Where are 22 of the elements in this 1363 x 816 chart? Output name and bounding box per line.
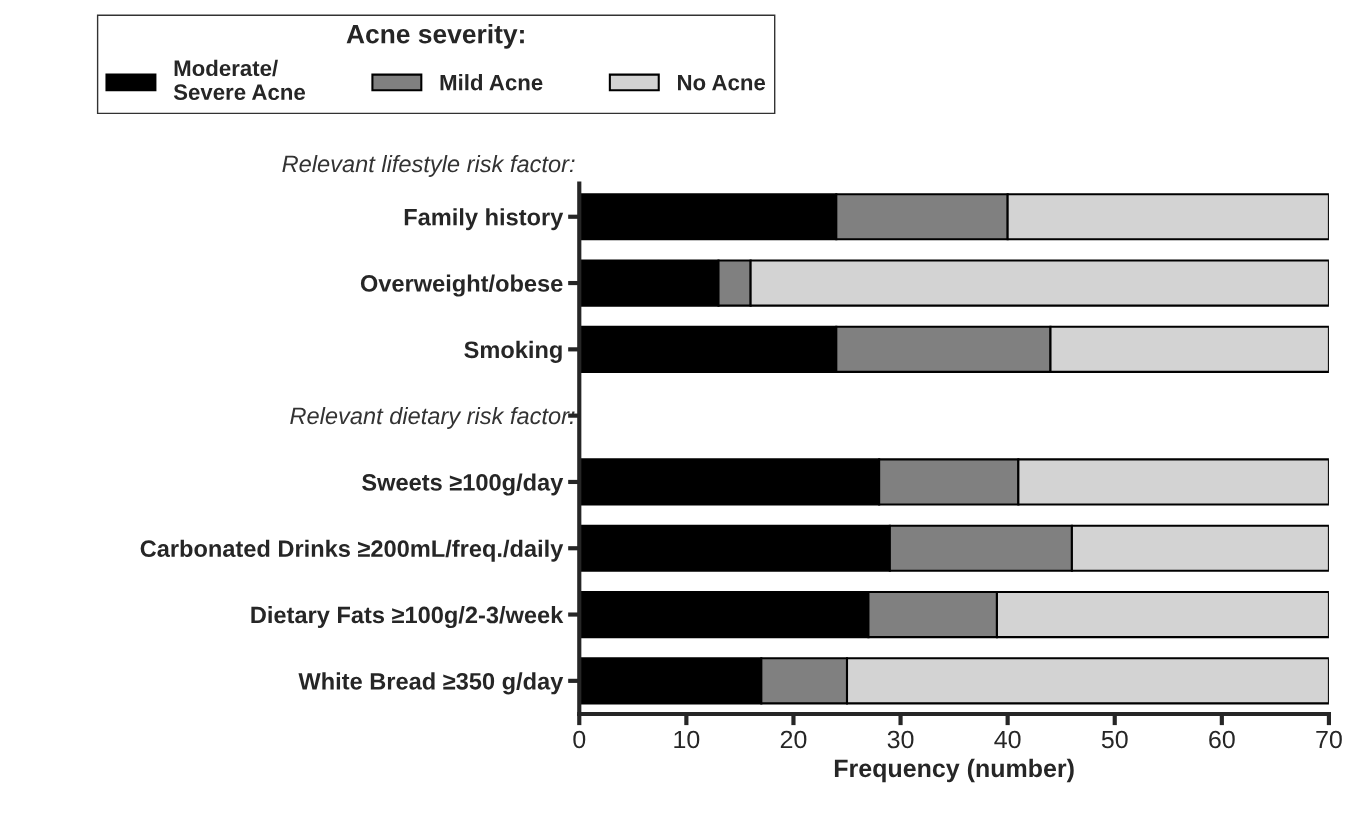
y-tick-label: Overweight/obese — [360, 274, 563, 297]
y-tick-label: Sweets ≥100g/day — [362, 473, 564, 496]
y-tick-label: Family history — [404, 208, 564, 231]
y-tick-label: Carbonated Drinks ≥200mL/freq./daily — [140, 539, 564, 562]
x-tick-label: 30 — [887, 730, 914, 749]
legend-label: Moderate/ Severe Acne — [173, 59, 305, 101]
legend-title: Acne severity: — [346, 24, 524, 49]
x-tick-label: 60 — [1209, 730, 1235, 749]
text: Relevant dietary risk factor: — [290, 406, 575, 429]
legend-label: No Acne — [678, 74, 766, 91]
legend-label: Mild Acne — [440, 74, 543, 91]
x-tick-label: 10 — [674, 730, 700, 749]
y-tick-label: Smoking — [464, 340, 562, 363]
x-tick-label: 70 — [1316, 730, 1342, 749]
y-tick-label: Dietary Fats ≥100g/2-3/week — [251, 605, 564, 629]
y-tick-label: White Bread ≥350 g/day — [298, 672, 564, 695]
x-tick-label: 50 — [1101, 730, 1128, 749]
x-tick-label: 0 — [573, 730, 586, 749]
x-tick-label: 40 — [994, 730, 1021, 749]
text: Relevant lifestyle risk factor: — [282, 154, 575, 177]
x-axis-title: Frequency (number) — [834, 758, 1074, 783]
x-tick-label: 20 — [780, 730, 807, 749]
